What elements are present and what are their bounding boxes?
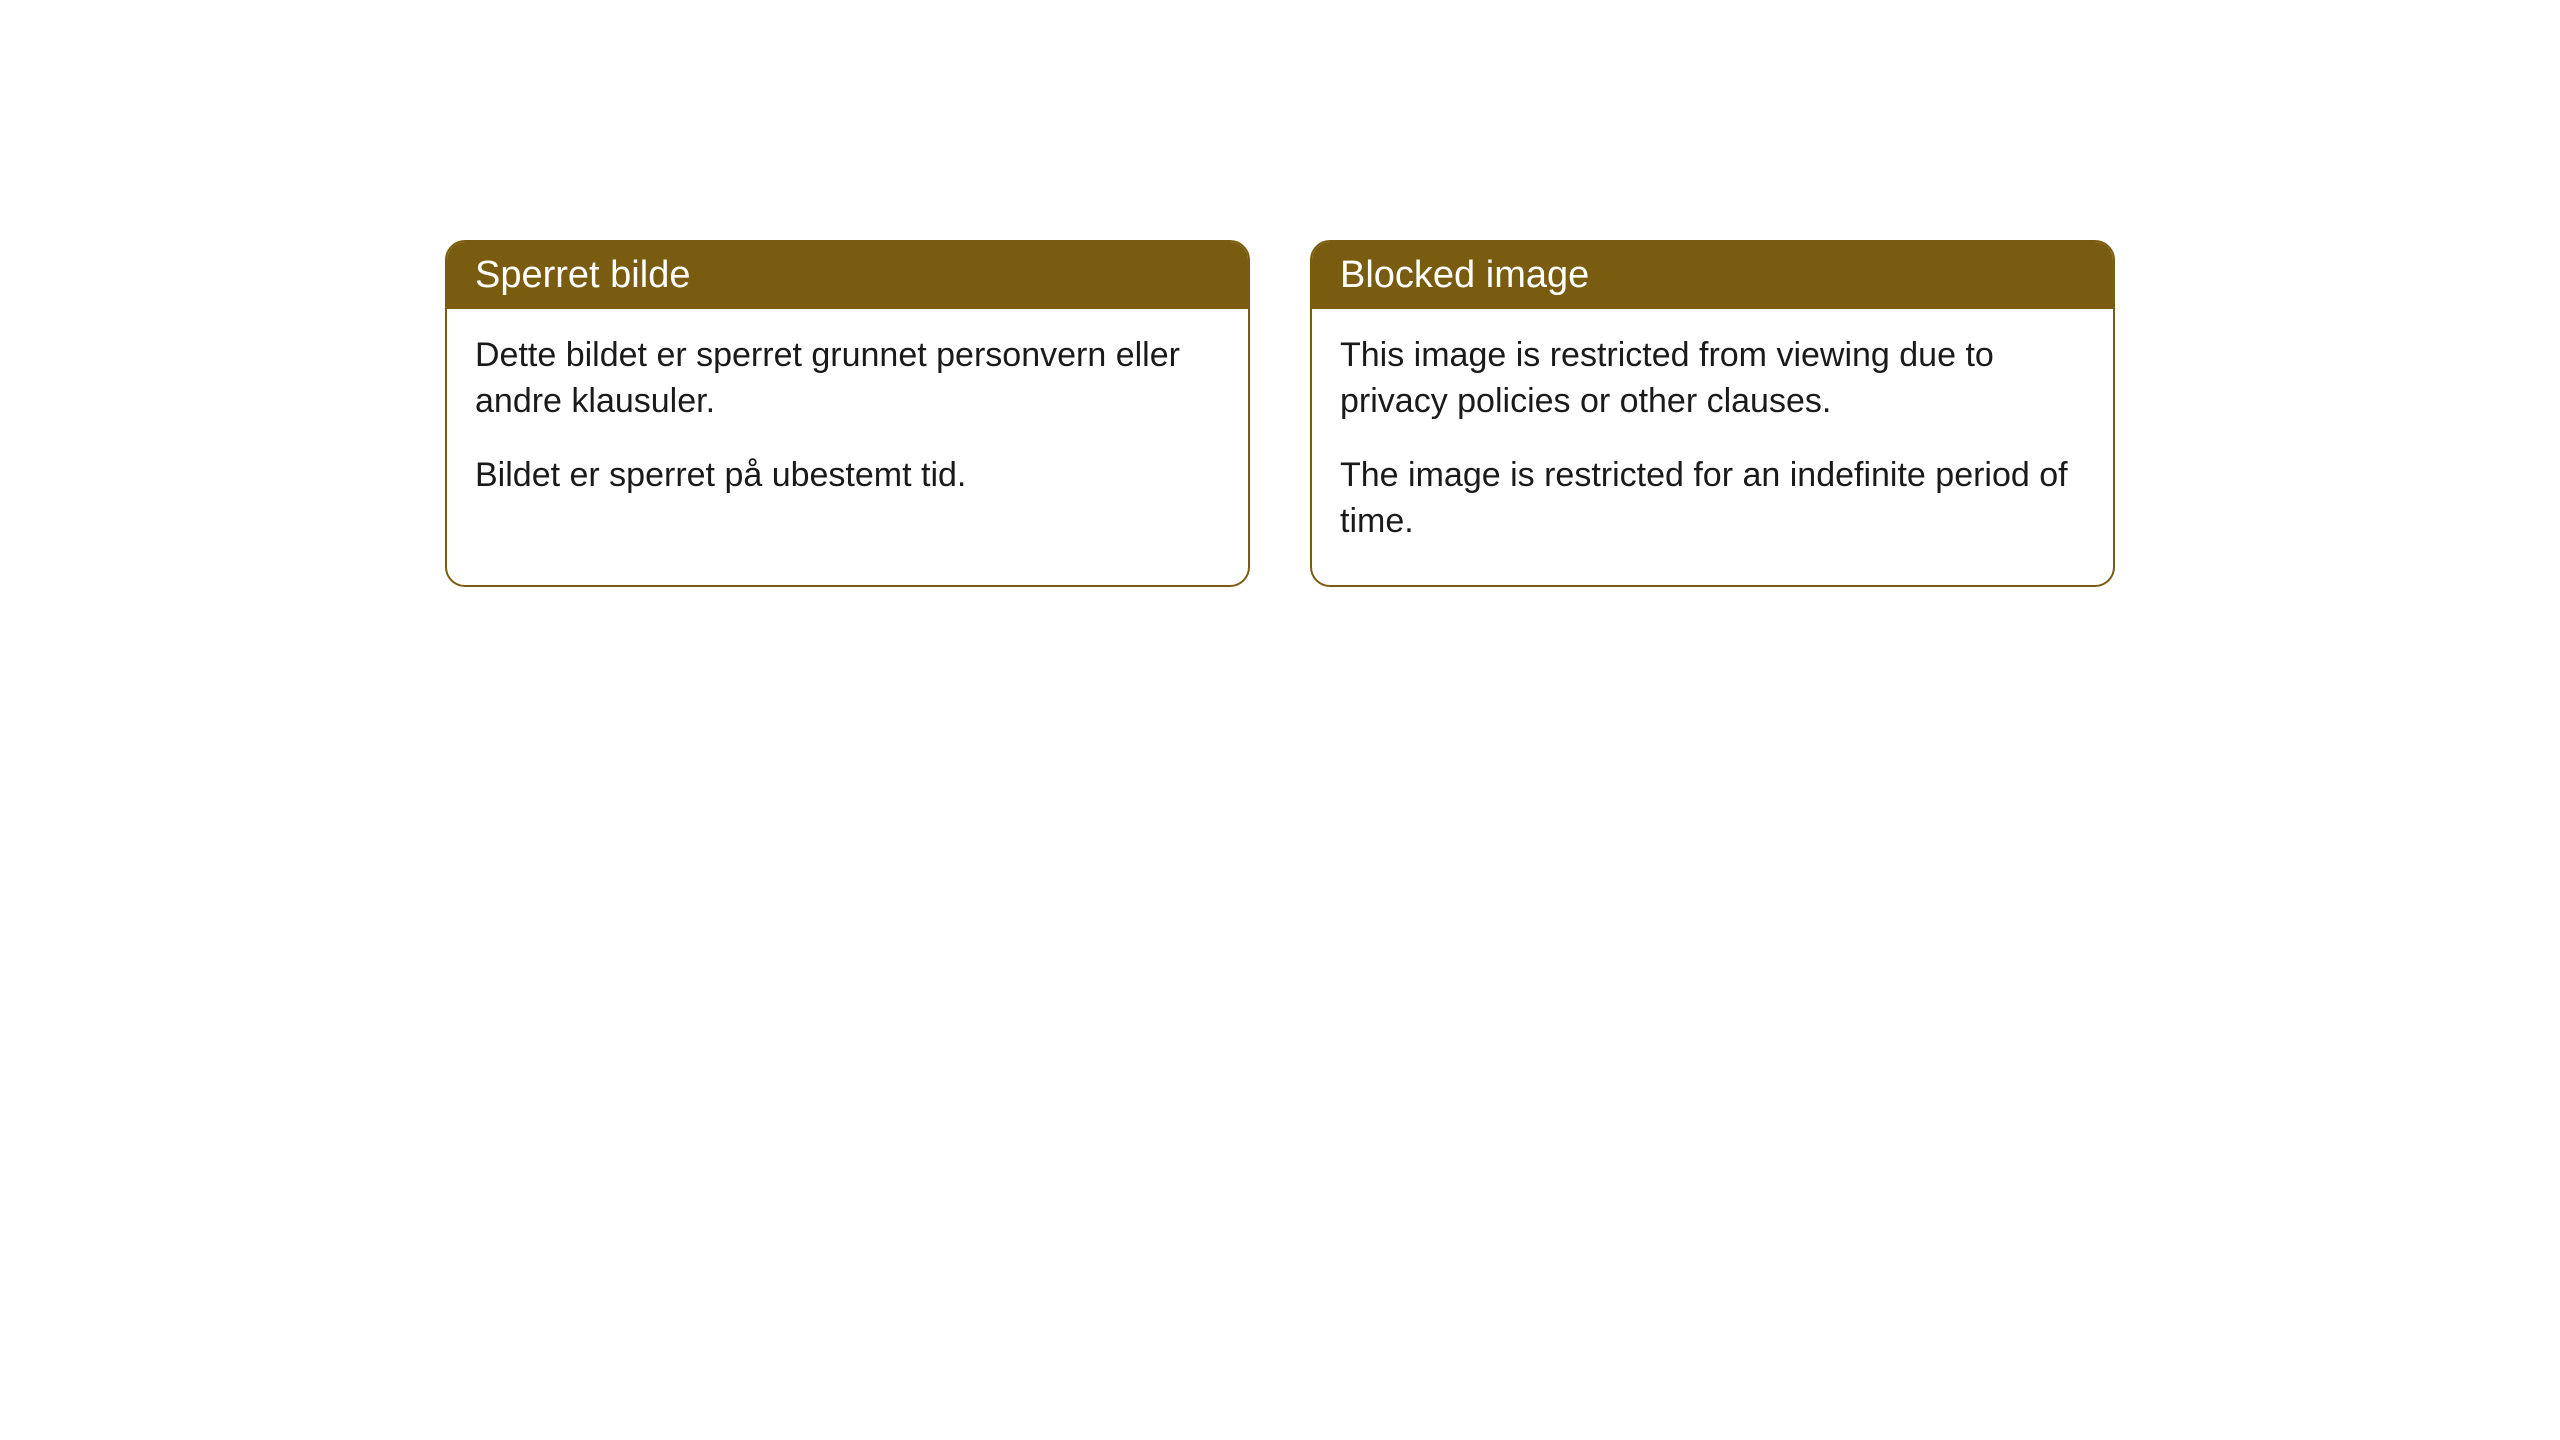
- card-paragraph-1: This image is restricted from viewing du…: [1340, 333, 2085, 425]
- notice-card-english: Blocked image This image is restricted f…: [1310, 240, 2115, 587]
- card-title: Blocked image: [1312, 242, 2113, 309]
- card-body: Dette bildet er sperret grunnet personve…: [447, 309, 1248, 539]
- card-body: This image is restricted from viewing du…: [1312, 309, 2113, 585]
- card-paragraph-2: The image is restricted for an indefinit…: [1340, 453, 2085, 545]
- card-paragraph-2: Bildet er sperret på ubestemt tid.: [475, 453, 1220, 499]
- card-paragraph-1: Dette bildet er sperret grunnet personve…: [475, 333, 1220, 425]
- notice-container: Sperret bilde Dette bildet er sperret gr…: [445, 240, 2115, 587]
- notice-card-norwegian: Sperret bilde Dette bildet er sperret gr…: [445, 240, 1250, 587]
- card-title: Sperret bilde: [447, 242, 1248, 309]
